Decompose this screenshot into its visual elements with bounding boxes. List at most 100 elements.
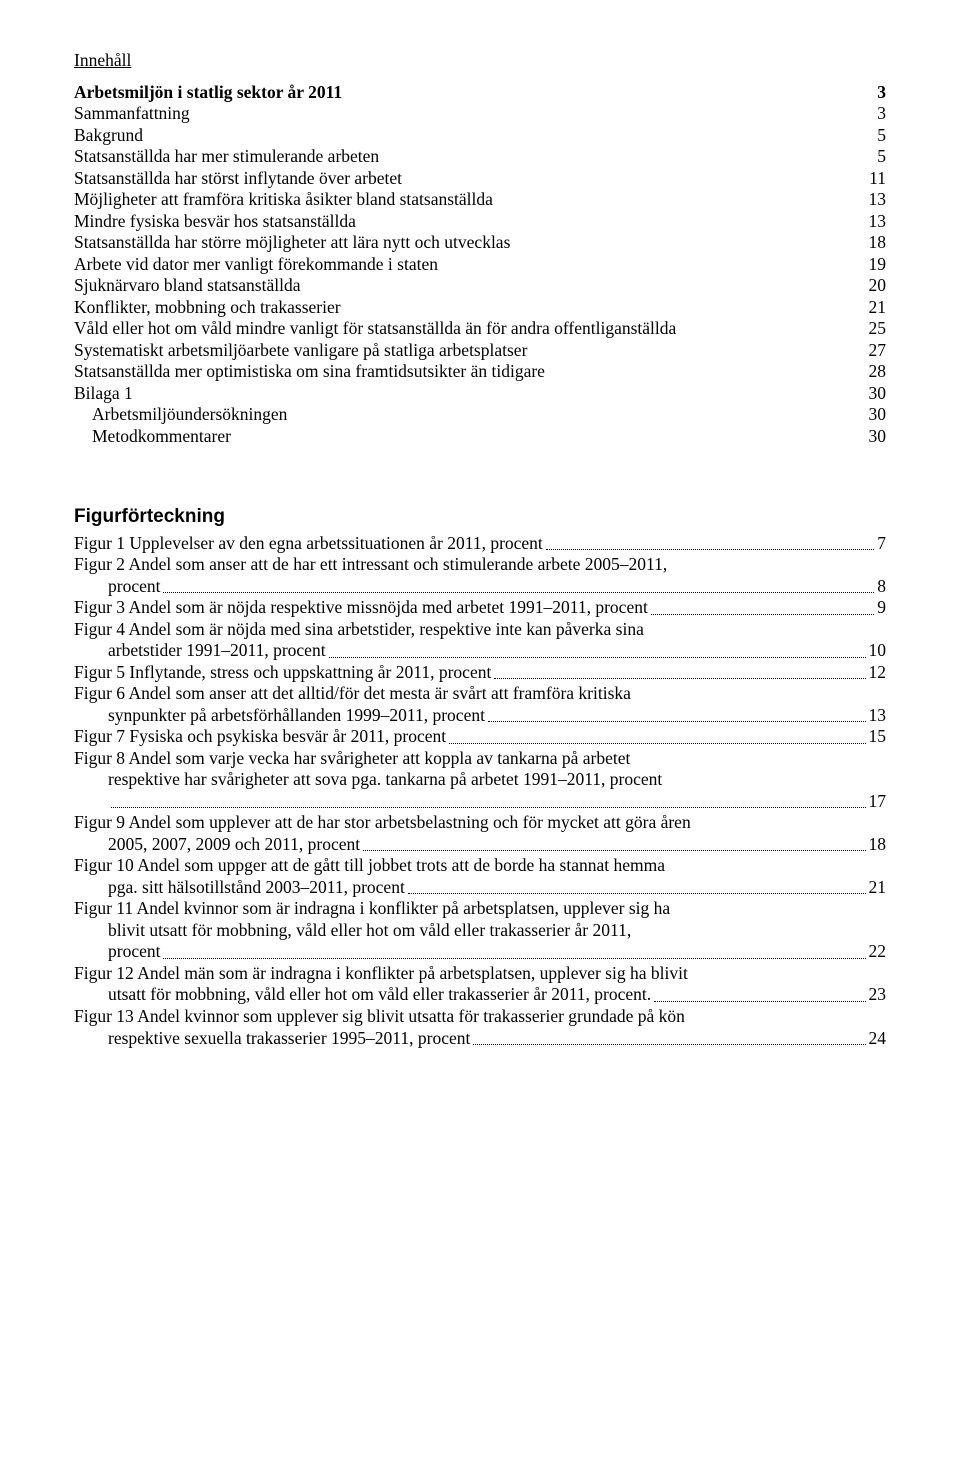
toc-page: 11 [858, 168, 886, 190]
fig-page: 18 [869, 834, 887, 856]
dot-leader [363, 850, 865, 851]
toc-line: Våld eller hot om våld mindre vanligt fö… [74, 318, 886, 340]
toc-label: Statsanställda mer optimistiska om sina … [74, 361, 858, 383]
toc-label: Metodkommentarer [92, 426, 858, 448]
fig-line: Figur 5 Inflytande, stress och uppskattn… [74, 662, 886, 684]
dot-leader [329, 657, 866, 658]
toc-label: Mindre fysiska besvär hos statsanställda [74, 211, 858, 233]
dot-leader [449, 743, 865, 744]
fig-label: procent [108, 941, 160, 963]
page: Innehåll Arbetsmiljön i statlig sektor å… [0, 0, 960, 1109]
toc-label: Systematiskt arbetsmiljöarbete vanligare… [74, 340, 858, 362]
dot-leader [163, 958, 865, 959]
fig-page: 23 [869, 984, 887, 1006]
fig-line: Figur 2 Andel som anser att de har ett i… [74, 554, 886, 576]
toc-label: Arbete vid dator mer vanligt förekommand… [74, 254, 858, 276]
toc-subline: Metodkommentarer30 [74, 426, 886, 448]
toc-label: Konflikter, mobbning och trakasserier [74, 297, 858, 319]
toc-label: Statsanställda har störst inflytande öve… [74, 168, 858, 190]
toc-page: 5 [858, 146, 886, 168]
fig-label: Figur 3 Andel som är nöjda respektive mi… [74, 597, 648, 619]
fig-line: Figur 9 Andel som upplever att de har st… [74, 812, 886, 834]
fig-line: Figur 1 Upplevelser av den egna arbetssi… [74, 533, 886, 555]
toc-heading: Arbetsmiljön i statlig sektor år 2011 3 [74, 82, 886, 104]
toc-page: 21 [858, 297, 886, 319]
dot-leader [651, 614, 874, 615]
toc-page: 13 [858, 211, 886, 233]
toc-line: Sammanfattning3 [74, 103, 886, 125]
fig-page: 24 [869, 1028, 887, 1050]
fig-line-cont: pga. sitt hälsotillstånd 2003–2011, proc… [74, 877, 886, 899]
toc-page: 28 [858, 361, 886, 383]
fig-label: synpunkter på arbetsförhållanden 1999–20… [108, 705, 485, 727]
figlist-heading: Figurförteckning [74, 505, 886, 528]
toc-page: 5 [858, 125, 886, 147]
toc-page: 30 [858, 383, 886, 405]
fig-page: 9 [877, 597, 886, 619]
toc-page: 20 [858, 275, 886, 297]
fig-line: Figur 13 Andel kvinnor som upplever sig … [74, 1006, 886, 1028]
fig-page: 7 [877, 533, 886, 555]
fig-line-cont: 17 [74, 791, 886, 813]
figlist-items: Figur 1 Upplevelser av den egna arbetssi… [74, 533, 886, 1049]
toc-label: Statsanställda har mer stimulerande arbe… [74, 146, 858, 168]
toc-label: Våld eller hot om våld mindre vanligt fö… [74, 318, 858, 340]
fig-line: Figur 4 Andel som är nöjda med sina arbe… [74, 619, 886, 641]
fig-line-cont: utsatt för mobbning, våld eller hot om v… [74, 984, 886, 1006]
toc-label: Arbetsmiljöundersökningen [92, 404, 858, 426]
toc-line: Statsanställda mer optimistiska om sina … [74, 361, 886, 383]
toc-label: Sjuknärvaro bland statsanställda [74, 275, 858, 297]
toc-label: Sammanfattning [74, 103, 858, 125]
fig-label: Figur 1 Upplevelser av den egna arbetssi… [74, 533, 543, 555]
fig-line-cont: 2005, 2007, 2009 och 2011, procent18 [74, 834, 886, 856]
toc-heading-page: 3 [877, 82, 886, 104]
toc-label: Bakgrund [74, 125, 858, 147]
toc-page: 30 [858, 426, 886, 448]
fig-line-cont: blivit utsatt för mobbning, våld eller h… [74, 920, 886, 942]
toc-label: Bilaga 1 [74, 383, 858, 405]
toc-page: 30 [858, 404, 886, 426]
dot-leader [408, 893, 866, 894]
toc-items: Sammanfattning3Bakgrund5Statsanställda h… [74, 103, 886, 404]
toc-page: 18 [858, 232, 886, 254]
toc-line: Sjuknärvaro bland statsanställda20 [74, 275, 886, 297]
toc-subitems: Arbetsmiljöundersökningen30Metodkommenta… [74, 404, 886, 447]
fig-page: 8 [877, 576, 886, 598]
fig-page: 15 [869, 726, 887, 748]
toc-line: Statsanställda har mer stimulerande arbe… [74, 146, 886, 168]
dot-leader [654, 1001, 865, 1002]
dot-leader [473, 1044, 865, 1045]
fig-label: pga. sitt hälsotillstånd 2003–2011, proc… [108, 877, 405, 899]
dot-leader [494, 678, 865, 679]
toc-heading-label: Arbetsmiljön i statlig sektor år 2011 [74, 82, 342, 104]
fig-page: 21 [869, 877, 887, 899]
fig-label: arbetstider 1991–2011, procent [108, 640, 326, 662]
fig-label: respektive sexuella trakasserier 1995–20… [108, 1028, 470, 1050]
toc-line: Statsanställda har större möjligheter at… [74, 232, 886, 254]
toc-page: 3 [858, 103, 886, 125]
fig-page: 22 [869, 941, 887, 963]
page-title: Innehåll [74, 50, 886, 72]
toc-line: Möjligheter att framföra kritiska åsikte… [74, 189, 886, 211]
dot-leader [111, 807, 866, 808]
fig-line: Figur 3 Andel som är nöjda respektive mi… [74, 597, 886, 619]
toc-line: Bakgrund5 [74, 125, 886, 147]
fig-line-cont: synpunkter på arbetsförhållanden 1999–20… [74, 705, 886, 727]
fig-line: Figur 6 Andel som anser att det alltid/f… [74, 683, 886, 705]
toc-line: Arbete vid dator mer vanligt förekommand… [74, 254, 886, 276]
fig-label: utsatt för mobbning, våld eller hot om v… [108, 984, 651, 1006]
toc-line: Bilaga 130 [74, 383, 886, 405]
fig-page: 17 [869, 791, 887, 813]
toc-line: Statsanställda har störst inflytande öve… [74, 168, 886, 190]
dot-leader [163, 592, 874, 593]
fig-page: 10 [869, 640, 887, 662]
fig-line-cont: respektive sexuella trakasserier 1995–20… [74, 1028, 886, 1050]
fig-line: Figur 8 Andel som varje vecka har svårig… [74, 748, 886, 770]
toc-page: 19 [858, 254, 886, 276]
toc-line: Systematiskt arbetsmiljöarbete vanligare… [74, 340, 886, 362]
toc-line: Konflikter, mobbning och trakasserier21 [74, 297, 886, 319]
toc-page: 27 [858, 340, 886, 362]
fig-line: Figur 7 Fysiska och psykiska besvär år 2… [74, 726, 886, 748]
toc-page: 13 [858, 189, 886, 211]
fig-page: 12 [869, 662, 887, 684]
